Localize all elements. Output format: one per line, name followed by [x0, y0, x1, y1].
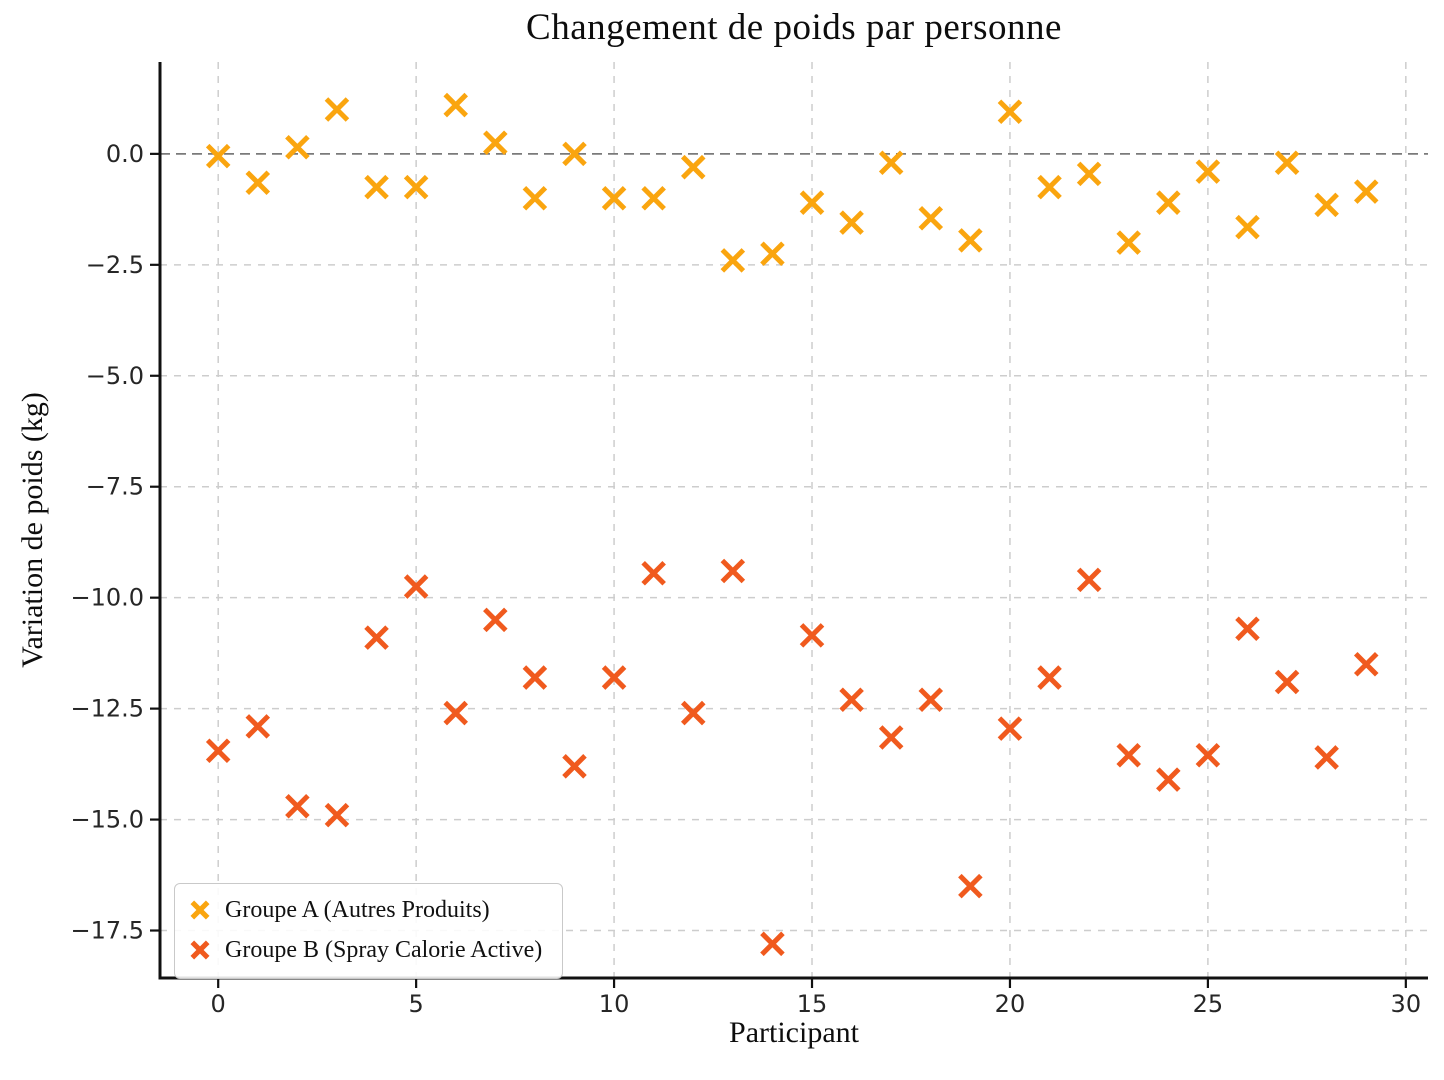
data-point [324, 802, 350, 828]
legend-item-groupe-a: Groupe A (Autres Produits) [189, 892, 542, 928]
y-tick-label: −17.5 [70, 917, 144, 945]
x-marker-icon [190, 940, 210, 960]
y-tick-label: −7.5 [86, 473, 144, 501]
data-point [958, 228, 983, 253]
y-tick-label: −2.5 [86, 251, 144, 279]
x-tick-label: 15 [797, 990, 828, 1018]
data-point [562, 754, 587, 779]
data-point [601, 665, 627, 690]
x-marker-icon [190, 900, 210, 920]
data-point [760, 931, 785, 957]
data-point [997, 99, 1023, 124]
data-point [918, 205, 944, 231]
data-point [1156, 190, 1181, 215]
data-point [285, 793, 310, 819]
chart-title: Changement de poids par personne [526, 7, 1062, 48]
data-point [522, 665, 548, 690]
data-point [1116, 742, 1141, 768]
y-tick-label: 0.0 [106, 140, 144, 168]
data-point [483, 130, 508, 156]
data-point [680, 154, 706, 180]
legend-label-groupe-a: Groupe A (Autres Produits) [225, 896, 490, 923]
data-point [483, 607, 508, 633]
data-point [443, 92, 468, 118]
data-point [799, 190, 825, 215]
data-point [839, 210, 864, 235]
data-point [958, 873, 983, 899]
y-axis-label: Variation de poids (kg) [16, 392, 49, 668]
data-point [997, 716, 1023, 741]
data-point [245, 714, 271, 739]
data-point [601, 185, 627, 211]
data-point [1037, 174, 1062, 200]
x-tick-label: 10 [599, 990, 630, 1018]
data-point [839, 687, 864, 713]
y-tick-label: −10.0 [70, 584, 144, 612]
legend-label-groupe-b: Groupe B (Spray Calorie Active) [225, 936, 543, 963]
data-point [245, 170, 271, 195]
data-point [443, 700, 468, 726]
data-point [641, 560, 666, 586]
data-point [285, 134, 310, 160]
data-point [522, 185, 548, 211]
data-point [364, 174, 389, 200]
data-point [205, 738, 231, 764]
y-tick-label: −15.0 [70, 806, 144, 834]
x-tick-label: 0 [211, 990, 226, 1018]
data-point [878, 725, 904, 750]
data-point [720, 558, 746, 584]
data-point [364, 625, 389, 650]
data-point [760, 241, 785, 266]
data-point [1353, 651, 1379, 677]
x-axis-label: Participant [729, 1016, 859, 1049]
data-point [1274, 150, 1300, 176]
data-point [1195, 159, 1221, 184]
x-tick-label: 5 [408, 990, 423, 1018]
legend: Groupe A (Autres Produits) Groupe B (Spr… [174, 883, 564, 979]
data-point [1116, 230, 1141, 255]
data-point [799, 623, 825, 648]
data-point [562, 141, 587, 167]
data-point [1235, 214, 1260, 240]
data-point [205, 143, 231, 169]
data-point [403, 174, 429, 200]
data-point [918, 687, 944, 713]
data-point [680, 700, 706, 726]
data-point [1195, 742, 1221, 768]
x-tick-label: 30 [1391, 990, 1422, 1018]
data-point [1076, 567, 1102, 593]
data-point [403, 574, 429, 599]
data-point [1235, 616, 1260, 641]
data-point [324, 97, 350, 122]
y-tick-label: −12.5 [70, 695, 144, 723]
data-point [1076, 161, 1102, 187]
data-point [1314, 192, 1339, 218]
data-point [720, 248, 746, 273]
legend-item-groupe-b: Groupe B (Spray Calorie Active) [189, 932, 542, 968]
data-point [1274, 669, 1300, 695]
data-point [1037, 665, 1062, 690]
y-tick-label: −5.0 [86, 362, 144, 390]
x-tick-label: 20 [995, 990, 1026, 1018]
data-point [1156, 767, 1181, 792]
data-point [641, 185, 666, 211]
data-point [1314, 745, 1339, 770]
x-tick-label: 25 [1193, 990, 1224, 1018]
data-point [878, 150, 904, 176]
data-point [1353, 179, 1379, 204]
